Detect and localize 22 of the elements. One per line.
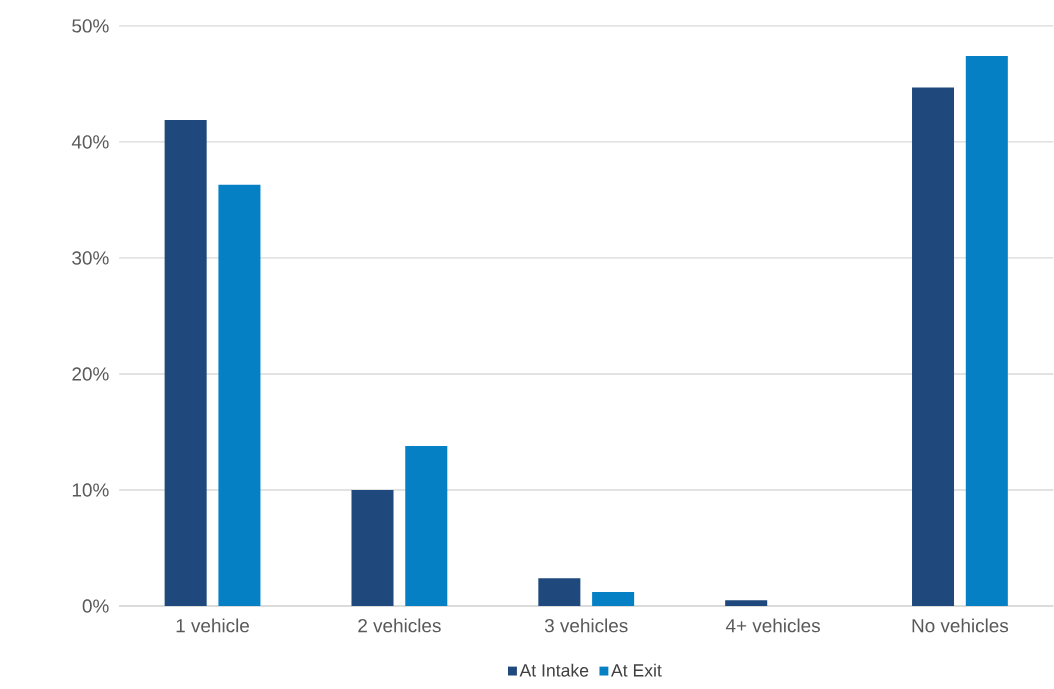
legend-label: At Intake [519, 663, 589, 677]
bar [912, 87, 955, 607]
y-tick-label: 50% [72, 19, 109, 33]
bar [592, 592, 635, 607]
x-tick-label: 4+ vehicles [725, 618, 820, 633]
x-tick-label: 3 vehicles [544, 618, 628, 633]
x-tick-label: 2 vehicles [358, 618, 441, 633]
bar [965, 56, 1008, 607]
bar [164, 120, 207, 607]
bar [725, 600, 768, 607]
bar [218, 185, 261, 607]
y-tick-label: 30% [72, 251, 109, 265]
y-tick-label: 10% [72, 483, 109, 497]
bar [351, 490, 394, 607]
y-tick-label: 40% [71, 135, 109, 149]
x-tick-label: No vehicles [912, 618, 1009, 633]
bar [405, 446, 448, 607]
y-tick-label: 0% [82, 599, 109, 613]
y-tick-label: 20% [72, 367, 109, 381]
bar [538, 578, 581, 607]
legend-label: At Exit [611, 663, 662, 677]
x-tick-label: 1 vehicle [176, 618, 249, 633]
